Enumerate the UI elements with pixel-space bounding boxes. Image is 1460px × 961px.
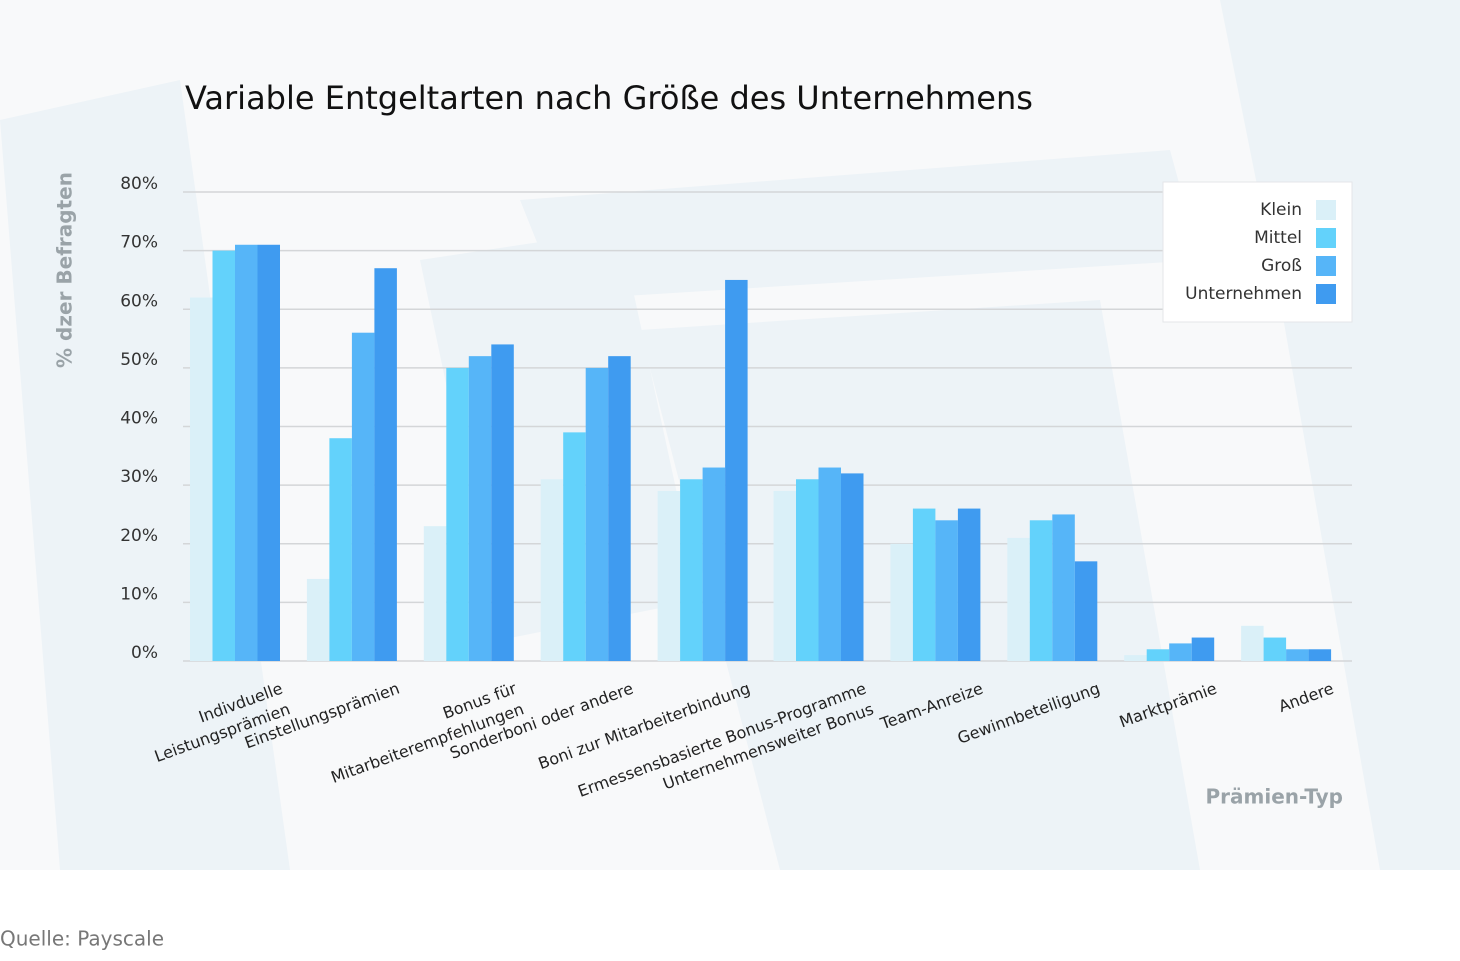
legend-label: Groß [1261, 256, 1302, 276]
legend-label: Mittel [1254, 228, 1302, 248]
y-tick-label: 50% [120, 350, 158, 370]
bar [1308, 649, 1332, 661]
bar [1169, 643, 1192, 661]
bar [1146, 649, 1170, 661]
bar [446, 367, 469, 661]
bar [957, 508, 981, 661]
bar [657, 490, 681, 661]
legend-label: Klein [1260, 200, 1302, 220]
bar [329, 438, 352, 661]
bar [680, 479, 703, 661]
bar [563, 432, 586, 661]
y-tick-label: 20% [120, 526, 158, 546]
bar [468, 356, 492, 661]
chart-title: Variable Entgeltarten nach Größe des Unt… [185, 79, 1033, 117]
x-axis-label: Prämien-Typ [1206, 785, 1344, 809]
y-tick-label: 70% [120, 233, 158, 253]
bar [935, 520, 958, 661]
bar [912, 508, 936, 661]
bar [423, 526, 447, 661]
bar [1007, 537, 1030, 661]
bar [725, 279, 748, 661]
bar [841, 473, 864, 661]
bar [540, 479, 564, 661]
bar [1074, 561, 1098, 661]
bar [1124, 655, 1147, 661]
legend-swatch [1316, 284, 1336, 304]
y-tick-label: 0% [131, 643, 158, 663]
legend-swatch [1316, 228, 1336, 248]
source: Quelle: Payscale [0, 927, 164, 951]
bar [190, 297, 213, 661]
bar [796, 479, 819, 661]
bar [257, 244, 280, 661]
y-axis-label: % dzer Befragten [53, 172, 77, 368]
bar [1191, 637, 1215, 661]
bar [374, 268, 397, 661]
legend-swatch [1316, 200, 1336, 220]
bar [1029, 520, 1053, 661]
bar [235, 244, 258, 661]
legend-swatch [1316, 256, 1336, 276]
bar [818, 467, 841, 661]
y-tick-label: 10% [120, 584, 158, 604]
bar [585, 367, 609, 661]
bar [890, 543, 913, 661]
y-tick-label: 60% [120, 291, 158, 311]
bar [1286, 649, 1309, 661]
legend: Klein Mittel Groß Unternehmen [1162, 181, 1353, 323]
bar [1241, 625, 1264, 661]
bar [306, 578, 330, 661]
bar [1263, 637, 1287, 661]
legend-label: Unternehmen [1185, 284, 1302, 304]
bar [351, 332, 375, 661]
y-tick-label: 40% [120, 409, 158, 429]
bar [608, 356, 631, 661]
bar [702, 467, 726, 661]
bar [1052, 514, 1075, 661]
bar [212, 250, 235, 661]
bar [773, 490, 796, 661]
y-tick-label: 30% [120, 467, 158, 487]
y-tick-label: 80% [120, 174, 158, 194]
bar [491, 344, 514, 661]
